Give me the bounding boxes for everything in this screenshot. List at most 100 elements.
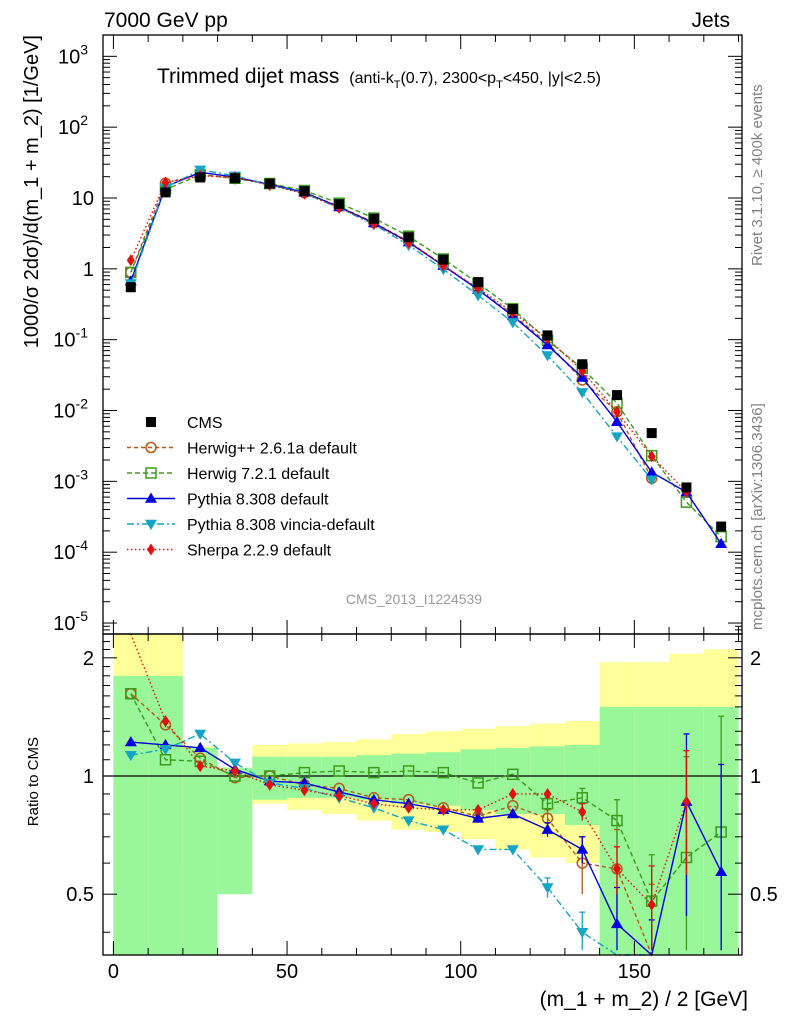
y-tick-exponent: 3 [80, 41, 88, 57]
green-band-bin [182, 747, 218, 955]
subtitle-part: <450, |y|<2.5) [503, 70, 601, 87]
ratio-tick-label-left: 1 [83, 766, 94, 788]
series-marker-main [506, 318, 519, 329]
y-tick-label: 10-4 [53, 537, 88, 564]
series-marker-main [647, 450, 656, 463]
y-tick-base: 10 [58, 46, 80, 68]
series-marker-ratio [368, 766, 380, 779]
mcplots-reference-label: mcplots.cern.ch [arXiv:1306.3436] [749, 403, 766, 630]
series-marker-ratio [228, 758, 241, 769]
series-marker-main [645, 466, 658, 477]
cms-data-point [299, 186, 310, 197]
series-marker-ratio [472, 845, 485, 856]
series-marker-ratio [541, 883, 554, 894]
legend-marker [145, 519, 157, 530]
y-tick-base: 10 [58, 117, 80, 139]
cms-data-point [577, 359, 588, 370]
subtitle-part: (anti-k [349, 70, 394, 87]
y-tick-base: 10 [53, 471, 75, 493]
series-marker-main [472, 291, 485, 302]
series-marker-main [612, 405, 621, 418]
y-tick-label: 1 [83, 259, 94, 281]
green-band-bin [391, 753, 426, 804]
series-marker-main [645, 475, 658, 486]
series-marker-ratio [194, 741, 207, 752]
series-marker-ratio [404, 801, 413, 814]
series-line-ratio [130, 741, 722, 957]
y-tick-base: 10 [53, 330, 75, 352]
axes: 0 50 100 15010-510-410-310-210-11101021030.… [53, 34, 778, 983]
cms-data-point [334, 199, 345, 210]
green-band-bin [425, 752, 461, 806]
rivet-version-label: Rivet 3.1.10, ≥ 400k events [749, 84, 766, 266]
x-tick-label: 150 [618, 961, 651, 983]
series-marker-ratio [611, 814, 623, 827]
series-marker-ratio [543, 787, 552, 800]
series-marker-main [541, 351, 554, 362]
legend-label: Herwig++ 2.6.1a default [187, 441, 357, 458]
series-marker-ratio [576, 792, 588, 804]
series-line-main [130, 174, 722, 538]
series-marker-ratio [472, 777, 484, 789]
legend-marker [147, 543, 155, 556]
series-marker-ratio [715, 865, 728, 877]
y-tick-base: 10 [53, 613, 75, 635]
y-tick-label: 10 [72, 188, 94, 210]
cms-data-point [403, 232, 414, 243]
legend-marker-cms [146, 417, 156, 427]
chart-subtitle: (anti-kT(0.7), 2300<pT<450, |y|<2.5) [349, 70, 601, 91]
series-marker-ratio [472, 812, 485, 823]
cms-data-point [229, 173, 240, 184]
cms-data-point [264, 178, 275, 189]
series-marker-ratio [506, 808, 519, 819]
series-marker-ratio [507, 768, 519, 781]
series-marker-ratio [300, 784, 309, 797]
cms-data-point [646, 428, 657, 439]
y-axis-label: 1000/σ 2dσ)/d(m_1 + m_2) [1/GeV] [21, 35, 43, 348]
series-line-main [130, 174, 687, 493]
ratio-tick-label-right: 0.5 [750, 884, 778, 906]
series-marker-ratio [576, 928, 589, 939]
analysis-watermark: CMS_2013_I1224539 [346, 591, 482, 607]
y-tick-label: 10-3 [53, 466, 88, 493]
ratio-frame [102, 633, 743, 956]
series-marker-ratio [576, 843, 589, 854]
cms-data-point [716, 521, 727, 532]
y-tick-label: 103 [58, 41, 88, 68]
series-marker-ratio [610, 917, 623, 929]
cms-data-point [125, 282, 136, 293]
series-marker-ratio [541, 823, 554, 834]
ratio-tick-label-left: 2 [83, 648, 94, 670]
main-panel [124, 165, 728, 549]
ratio-tick-label-right: 2 [750, 648, 761, 670]
series-marker-ratio [161, 715, 170, 728]
legend-label: Pythia 8.308 vincia-default [187, 517, 375, 534]
series-marker-ratio [265, 778, 274, 791]
series-marker-ratio [369, 797, 378, 810]
series-line-ratio [130, 733, 652, 956]
cms-data-point [681, 482, 692, 493]
legend-item: Herwig 7.2.1 default [127, 466, 330, 483]
y-tick-base: 10 [53, 542, 75, 564]
legend: CMS Herwig++ 2.6.1a default Herwig 7.2.1 d… [127, 415, 375, 560]
series-marker-ratio [437, 766, 450, 779]
series-marker-ratio [474, 803, 483, 816]
cms-data-point [160, 187, 171, 198]
y-tick-label: 10-1 [53, 325, 88, 352]
series-marker-ratio [194, 729, 207, 740]
cms-data-point [195, 172, 206, 183]
ratio-uncertainty-bands [113, 634, 739, 955]
chart-title-main: Trimmed dijet mass [157, 65, 339, 88]
chart-title: Trimmed dijet mass (anti-kT(0.7), 2300<p… [157, 65, 601, 91]
series-marker-main [610, 415, 623, 426]
series-marker-ratio [612, 862, 621, 875]
x-axis-label: (m_1 + m_2) / 2 [GeV] [540, 988, 748, 1011]
series-marker-ratio [437, 825, 450, 836]
series-marker-ratio [508, 787, 517, 800]
series-marker-ratio [196, 760, 205, 773]
series-marker-ratio [647, 898, 656, 911]
subtitle-part: (0.7), 2300<p [400, 70, 496, 87]
cms-data-point [542, 330, 553, 341]
series-marker-main [161, 176, 170, 189]
